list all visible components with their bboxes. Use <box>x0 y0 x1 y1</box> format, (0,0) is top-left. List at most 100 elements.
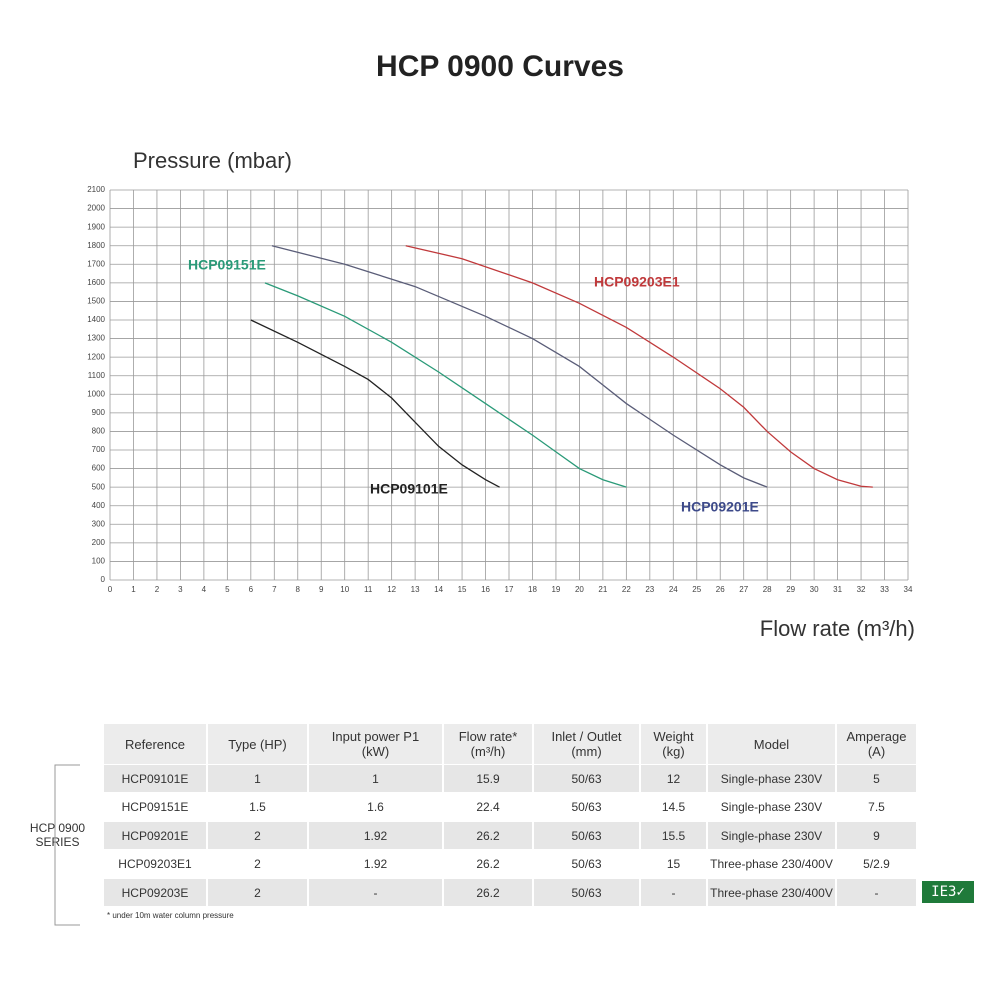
y-tick-label: 200 <box>92 538 106 547</box>
x-tick-label: 19 <box>551 585 560 594</box>
table-cell: Three-phase 230/400V <box>708 879 835 906</box>
x-tick-label: 4 <box>202 585 207 594</box>
table-cell: 9 <box>837 822 916 849</box>
y-tick-label: 600 <box>92 464 106 473</box>
table-header: Inlet / Outlet (mm) <box>534 724 639 764</box>
table-cell: 50/63 <box>534 850 639 878</box>
footnote: * under 10m water column pressure <box>107 910 234 920</box>
table-cell: 15.9 <box>444 765 532 792</box>
y-tick-label: 1700 <box>87 259 105 268</box>
table-cell: 26.2 <box>444 822 532 849</box>
table-cell: 2 <box>208 850 307 878</box>
badge: IE3✓ <box>922 881 974 903</box>
table-cell: 2 <box>208 879 307 906</box>
table-cell: 50/63 <box>534 793 639 821</box>
y-tick-label: 400 <box>92 501 106 510</box>
y-tick-label: 2100 <box>87 185 105 194</box>
x-tick-label: 10 <box>340 585 349 594</box>
table-cell: 1.5 <box>208 793 307 821</box>
y-tick-label: 700 <box>92 445 106 454</box>
x-tick-label: 20 <box>575 585 584 594</box>
x-tick-label: 22 <box>622 585 631 594</box>
table-header: Model <box>708 724 835 764</box>
series-label: HCP09201E <box>681 499 759 515</box>
y-tick-label: 1800 <box>87 241 105 250</box>
table-cell: 5 <box>837 765 916 792</box>
x-tick-label: 23 <box>645 585 654 594</box>
table-header: Weight (kg) <box>641 724 706 764</box>
x-tick-label: 9 <box>319 585 324 594</box>
table-cell: 5/2.9 <box>837 850 916 878</box>
x-tick-label: 28 <box>763 585 772 594</box>
x-tick-label: 5 <box>225 585 230 594</box>
x-tick-label: 6 <box>249 585 254 594</box>
series-line <box>405 245 873 488</box>
table-cell: - <box>309 879 442 906</box>
x-tick-label: 25 <box>692 585 701 594</box>
series-line <box>264 282 627 488</box>
table-cell: Three-phase 230/400V <box>708 850 835 878</box>
table-cell: HCP09101E <box>104 765 206 792</box>
y-tick-label: 800 <box>92 427 106 436</box>
x-tick-label: 33 <box>880 585 889 594</box>
y-tick-label: 300 <box>92 519 106 528</box>
table-cell: 15 <box>641 850 706 878</box>
chart-title: HCP 0900 Curves <box>376 50 624 83</box>
x-tick-label: 21 <box>598 585 607 594</box>
x-tick-label: 7 <box>272 585 277 594</box>
x-tick-label: 2 <box>155 585 160 594</box>
y-tick-label: 1600 <box>87 278 105 287</box>
x-tick-label: 24 <box>669 585 678 594</box>
x-tick-label: 13 <box>411 585 420 594</box>
y-tick-label: 1200 <box>87 352 105 361</box>
y-tick-label: 1100 <box>88 371 106 380</box>
x-tick-label: 16 <box>481 585 490 594</box>
table-cell: 22.4 <box>444 793 532 821</box>
table-cell: Single-phase 230V <box>708 793 835 821</box>
series-label: HCP09101E <box>370 481 448 497</box>
x-tick-label: 34 <box>904 585 913 594</box>
x-tick-label: 15 <box>458 585 467 594</box>
table-cell: HCP09151E <box>104 793 206 821</box>
x-tick-label: 29 <box>786 585 795 594</box>
x-tick-label: 8 <box>296 585 301 594</box>
table-header: Flow rate* (m³/h) <box>444 724 532 764</box>
table-cell: HCP09203E <box>104 879 206 906</box>
y-tick-label: 1900 <box>87 222 105 231</box>
x-tick-label: 18 <box>528 585 537 594</box>
y-tick-label: 100 <box>92 557 106 566</box>
x-tick-label: 0 <box>108 585 113 594</box>
y-tick-label: 0 <box>101 575 106 584</box>
y-tick-label: 1500 <box>87 297 105 306</box>
table-cell: 2 <box>208 822 307 849</box>
x-tick-label: 32 <box>857 585 866 594</box>
table-cell: 26.2 <box>444 879 532 906</box>
series-label: HCP09203E1 <box>594 274 680 290</box>
table-cell: Single-phase 230V <box>708 822 835 849</box>
table-cell: 1 <box>208 765 307 792</box>
table-cell: - <box>837 879 916 906</box>
table-cell: 7.5 <box>837 793 916 821</box>
x-tick-label: 14 <box>434 585 443 594</box>
table-cell: 50/63 <box>534 765 639 792</box>
y-tick-label: 1300 <box>87 334 105 343</box>
table-cell: - <box>641 879 706 906</box>
y-axis-label: Pressure (mbar) <box>133 148 292 173</box>
table-cell: HCP09201E <box>104 822 206 849</box>
x-tick-label: 30 <box>810 585 819 594</box>
table-cell: 26.2 <box>444 850 532 878</box>
y-tick-label: 2000 <box>87 204 105 213</box>
y-tick-label: 1000 <box>87 389 105 398</box>
series-line <box>271 245 768 488</box>
x-tick-label: 1 <box>131 585 136 594</box>
table-cell: HCP09203E1 <box>104 850 206 878</box>
table-header: Amperage (A) <box>837 724 916 764</box>
x-tick-label: 31 <box>833 585 842 594</box>
x-tick-label: 12 <box>387 585 396 594</box>
y-tick-label: 500 <box>92 482 106 491</box>
table-cell: 1.6 <box>309 793 442 821</box>
table-cell: 14.5 <box>641 793 706 821</box>
table-cell: Single-phase 230V <box>708 765 835 792</box>
x-tick-label: 11 <box>364 585 373 594</box>
